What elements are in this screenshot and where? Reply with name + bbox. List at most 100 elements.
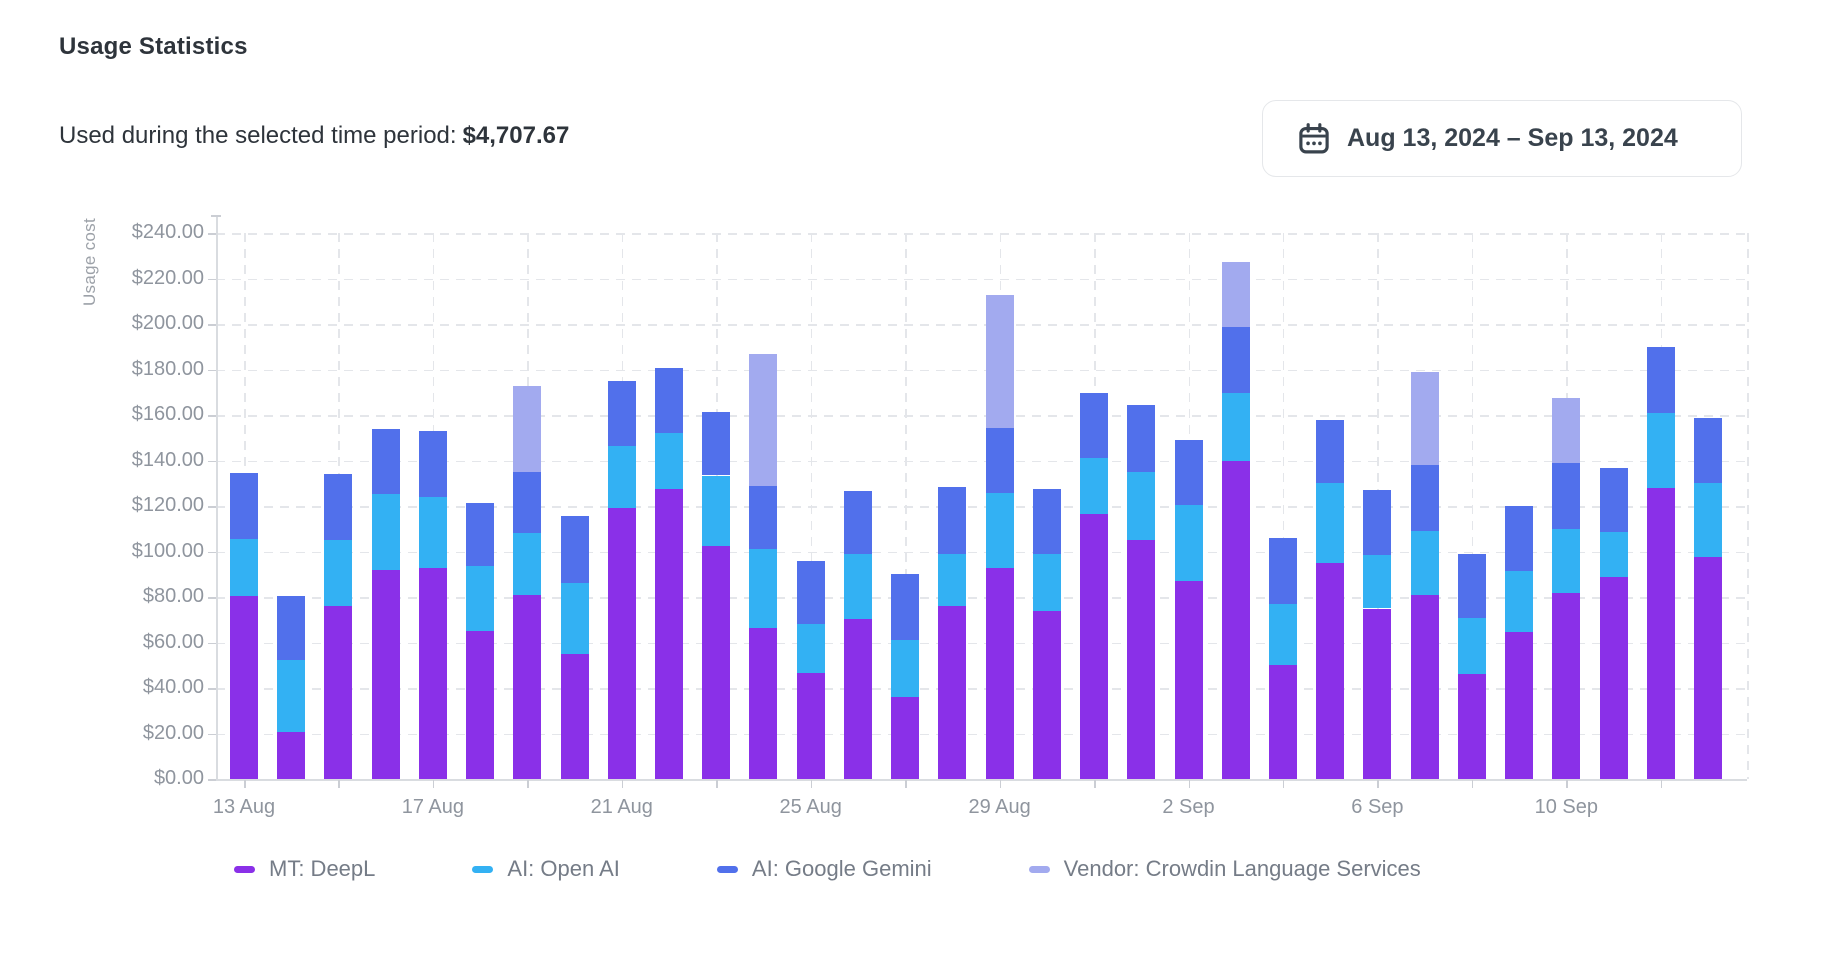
bar-segment[interactable]: [1174, 581, 1203, 779]
bar-segment[interactable]: [985, 427, 1014, 493]
legend-item[interactable]: AI: Open AI: [472, 856, 620, 882]
bar-segment[interactable]: [702, 411, 731, 476]
bar-segment[interactable]: [655, 489, 684, 779]
date-range-picker[interactable]: Aug 13, 2024 – Sep 13, 2024: [1262, 100, 1742, 177]
bar-segment[interactable]: [466, 566, 495, 632]
bar-segment[interactable]: [938, 553, 967, 607]
bar-segment[interactable]: [607, 508, 636, 779]
bar-segment[interactable]: [1694, 417, 1722, 484]
bar-segment[interactable]: [513, 472, 542, 534]
bar-segment[interactable]: [607, 445, 636, 509]
bar-segment[interactable]: [1410, 372, 1439, 466]
legend-item[interactable]: AI: Google Gemini: [716, 856, 932, 882]
bar-segment[interactable]: [513, 533, 542, 595]
bar-segment[interactable]: [1457, 674, 1486, 779]
bar-segment[interactable]: [1032, 553, 1061, 611]
bar-segment[interactable]: [371, 428, 400, 494]
bar-segment[interactable]: [324, 474, 353, 541]
bar-segment[interactable]: [230, 473, 258, 540]
bar-segment[interactable]: [843, 553, 872, 619]
bar-segment[interactable]: [560, 516, 589, 584]
bar-segment[interactable]: [749, 353, 778, 486]
bar-segment[interactable]: [418, 431, 447, 498]
bar-segment[interactable]: [1174, 505, 1203, 582]
bar-segment[interactable]: [1080, 458, 1109, 515]
bar-segment[interactable]: [1694, 557, 1722, 779]
bar-segment[interactable]: [513, 385, 542, 473]
bar-segment[interactable]: [324, 606, 353, 779]
bar-segment[interactable]: [277, 659, 306, 733]
bar-segment[interactable]: [1316, 419, 1345, 484]
bar-segment[interactable]: [1457, 553, 1486, 618]
bar-segment[interactable]: [1221, 326, 1250, 393]
bar-segment[interactable]: [418, 497, 447, 568]
bar-segment[interactable]: [1599, 467, 1628, 533]
bar-segment[interactable]: [1410, 531, 1439, 595]
bar-segment[interactable]: [702, 545, 731, 779]
bar-segment[interactable]: [749, 485, 778, 550]
bar-segment[interactable]: [1552, 398, 1581, 463]
bar-segment[interactable]: [1646, 488, 1675, 779]
bar-segment[interactable]: [938, 486, 967, 554]
bar-segment[interactable]: [230, 539, 258, 596]
bar-segment[interactable]: [466, 631, 495, 779]
bar-segment[interactable]: [1127, 405, 1156, 473]
bar-segment[interactable]: [1410, 594, 1439, 779]
bar-segment[interactable]: [1505, 570, 1534, 633]
bar-segment[interactable]: [1694, 483, 1722, 558]
bar-segment[interactable]: [1032, 610, 1061, 779]
bar-segment[interactable]: [1221, 261, 1250, 327]
bar-segment[interactable]: [702, 475, 731, 546]
bar-segment[interactable]: [1032, 489, 1061, 554]
bar-segment[interactable]: [1363, 490, 1392, 556]
bar-segment[interactable]: [1363, 555, 1392, 609]
bar-segment[interactable]: [1127, 540, 1156, 779]
bar-segment[interactable]: [1599, 576, 1628, 779]
bar-segment[interactable]: [1127, 472, 1156, 541]
bar-segment[interactable]: [843, 491, 872, 554]
bar-segment[interactable]: [1174, 440, 1203, 506]
bar-segment[interactable]: [1268, 538, 1297, 604]
bar-segment[interactable]: [843, 618, 872, 779]
bar-segment[interactable]: [1505, 632, 1534, 779]
bar-segment[interactable]: [891, 574, 920, 641]
bar-segment[interactable]: [371, 569, 400, 779]
bar-segment[interactable]: [277, 595, 306, 660]
bar-segment[interactable]: [1552, 463, 1581, 529]
bar-segment[interactable]: [985, 567, 1014, 779]
bar-segment[interactable]: [1457, 617, 1486, 675]
bar-segment[interactable]: [1316, 563, 1345, 779]
bar-segment[interactable]: [1646, 412, 1675, 488]
bar-segment[interactable]: [1505, 506, 1534, 571]
legend-item[interactable]: MT: DeepL: [234, 856, 375, 882]
bar-segment[interactable]: [371, 493, 400, 570]
bar-segment[interactable]: [1410, 465, 1439, 532]
bar-segment[interactable]: [938, 606, 967, 779]
bar-segment[interactable]: [1599, 532, 1628, 577]
bar-segment[interactable]: [655, 433, 684, 490]
bar-segment[interactable]: [796, 673, 825, 779]
bar-segment[interactable]: [1316, 483, 1345, 564]
bar-segment[interactable]: [560, 583, 589, 654]
bar-segment[interactable]: [749, 627, 778, 779]
bar-segment[interactable]: [1646, 347, 1675, 413]
bar-segment[interactable]: [1268, 665, 1297, 779]
bar-segment[interactable]: [749, 549, 778, 628]
bar-segment[interactable]: [560, 653, 589, 779]
bar-segment[interactable]: [466, 502, 495, 567]
bar-segment[interactable]: [324, 540, 353, 607]
bar-segment[interactable]: [1552, 592, 1581, 779]
bar-segment[interactable]: [796, 624, 825, 674]
bar-segment[interactable]: [796, 560, 825, 625]
bar-segment[interactable]: [655, 367, 684, 434]
bar-segment[interactable]: [1552, 528, 1581, 593]
legend-item[interactable]: Vendor: Crowdin Language Services: [1028, 856, 1421, 882]
bar-segment[interactable]: [277, 732, 306, 779]
bar-segment[interactable]: [891, 697, 920, 779]
bar-segment[interactable]: [891, 640, 920, 698]
bar-segment[interactable]: [1268, 603, 1297, 666]
bar-segment[interactable]: [985, 492, 1014, 568]
bar-segment[interactable]: [1363, 608, 1392, 779]
bar-segment[interactable]: [418, 567, 447, 779]
bar-segment[interactable]: [985, 294, 1014, 428]
